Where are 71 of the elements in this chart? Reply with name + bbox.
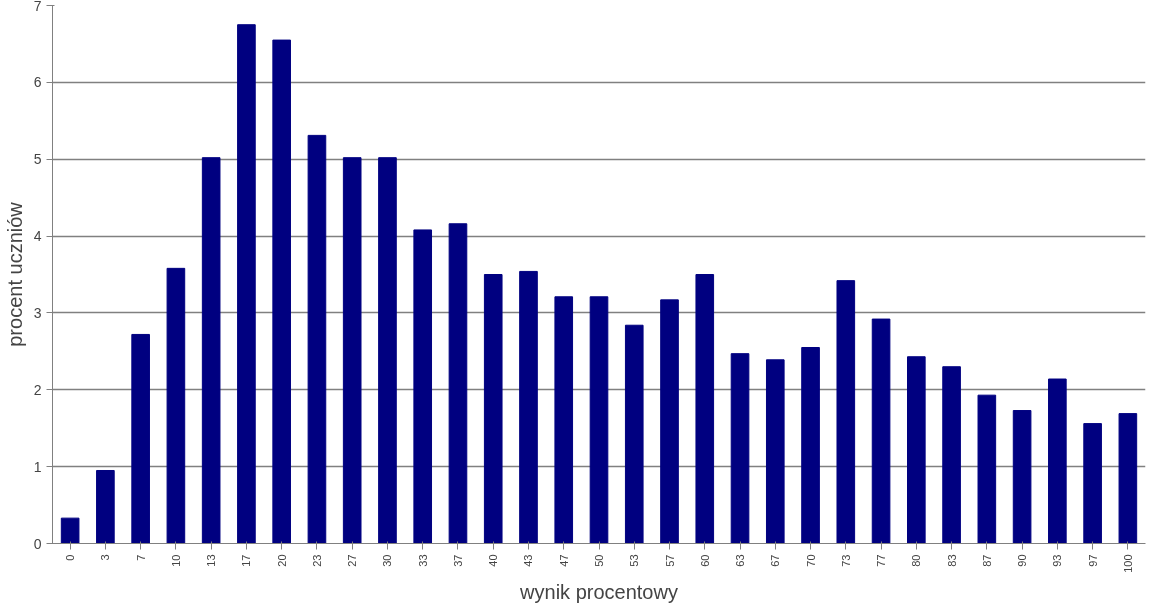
bar [272,39,291,544]
bar [730,353,750,544]
x-tick-label: 7 [134,554,147,561]
x-tick-label: 60 [698,554,711,567]
x-tick-label: 40 [487,554,500,567]
x-tick-label: 23 [310,554,323,567]
y-tick-label: 6 [33,74,42,91]
bar [60,517,80,544]
x-tick-label: 50 [593,554,605,567]
bar [801,347,820,544]
x-tick-label: 20 [275,554,288,567]
y-tick-label: 1 [33,458,42,475]
x-tick-label: 57 [663,554,676,567]
x-tick-label: 63 [734,554,747,567]
x-tick-label: 93 [1051,554,1064,567]
bar [871,318,891,544]
bar [660,299,679,544]
x-tick-label: 10 [169,554,182,567]
x-tick-label: 73 [839,554,852,567]
bar [1118,413,1138,544]
x-tick-label: 80 [910,554,923,567]
bar [1012,410,1032,544]
x-tick-label: 33 [416,554,429,567]
bar [942,366,961,544]
bar [237,24,256,544]
x-tick-label: 17 [240,554,253,567]
y-tick-label: 4 [33,228,42,245]
bar [448,223,468,544]
x-axis-title: wynik procentowy [519,580,678,603]
bar [554,296,574,544]
x-tick-label: 3 [99,554,112,561]
x-tick-label: 87 [980,554,993,567]
bar [695,274,715,544]
y-tick-label: 5 [33,151,42,168]
x-tick-label: 37 [451,554,464,567]
x-tick-label: 70 [804,554,817,567]
x-tick-label: 67 [769,554,782,567]
x-tick-label: 77 [875,554,888,567]
bar [483,274,503,544]
bar [1083,423,1102,544]
x-tick-label: 83 [945,554,958,567]
x-tick-label: 27 [346,554,359,567]
bar [201,157,221,544]
x-tick-label: 90 [1016,554,1029,567]
y-tick-label: 2 [33,381,42,398]
bar [1048,378,1067,544]
x-tick-label: 47 [557,554,570,567]
bar [342,157,362,544]
y-axis-title: procent uczniów [3,201,26,347]
bar [519,270,538,544]
x-tick-label: 100 [1121,554,1134,573]
bar [307,134,327,544]
bar [624,324,644,544]
bar [765,359,785,544]
bar [131,333,150,544]
x-tick-label: 30 [381,554,394,567]
x-tick-label: 13 [205,554,218,567]
bar [96,469,115,544]
x-tick-label: 43 [522,554,535,567]
bar [589,296,609,544]
bar [413,229,433,544]
y-tick-label: 7 [33,0,42,14]
x-tick-label: 53 [628,554,641,567]
bar [977,394,997,544]
bar [907,356,926,544]
bar [378,157,397,544]
x-tick-label: 0 [64,554,77,561]
bar [166,267,186,544]
x-tick-label: 97 [1086,554,1099,567]
y-tick-label: 3 [33,304,42,321]
bar [836,280,856,544]
